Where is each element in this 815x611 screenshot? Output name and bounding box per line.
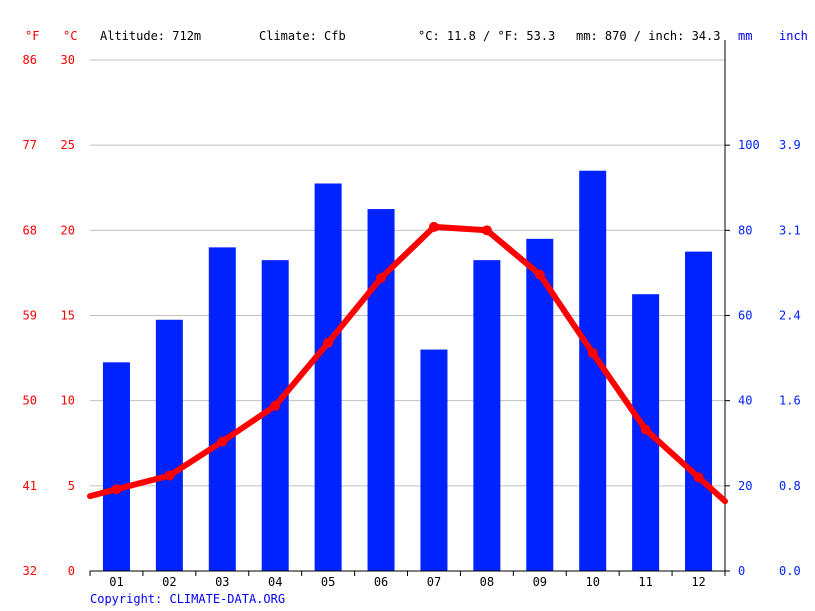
climate-label: Climate: Cfb (259, 29, 346, 43)
month-tick-label: 07 (427, 575, 441, 589)
temperature-line (87, 223, 728, 505)
fahrenheit-tick-label: 68 (23, 223, 37, 237)
inch-tick-label: 3.1 (779, 223, 801, 237)
altitude-label: Altitude: 712m (100, 29, 202, 43)
inch-tick-label: 3.9 (779, 138, 801, 152)
fahrenheit-tick-label: 86 (23, 53, 37, 67)
annual-precipitation-label: mm: 870 / inch: 34.3 (576, 29, 721, 43)
temperature-point (587, 347, 598, 358)
fahrenheit-tick-label: 41 (23, 479, 37, 493)
month-tick-label: 03 (215, 575, 229, 589)
fahrenheit-tick-label: 50 (23, 394, 37, 408)
celsius-tick-label: 15 (61, 309, 75, 323)
inch-tick-label: 0.8 (779, 479, 801, 493)
temperature-point (270, 400, 281, 411)
fahrenheit-unit-label: °F (25, 29, 40, 43)
temperature-point (323, 337, 334, 348)
precipitation-bar (685, 251, 713, 571)
celsius-unit-label: °C (63, 29, 78, 43)
temperature-point (693, 472, 704, 483)
temperature-point (481, 225, 492, 236)
temperature-point (640, 424, 651, 435)
month-tick-label: 09 (533, 575, 547, 589)
precipitation-bar (473, 260, 501, 571)
precipitation-bar (420, 349, 448, 571)
month-tick-label: 08 (480, 575, 494, 589)
month-tick-label: 04 (268, 575, 282, 589)
month-tick-label: 01 (109, 575, 123, 589)
average-temperature-label: °C: 11.8 / °F: 53.3 (418, 29, 556, 43)
precipitation-bar (314, 183, 342, 571)
mm-tick-label: 20 (738, 479, 752, 493)
celsius-tick-label: 10 (61, 394, 75, 408)
celsius-tick-label: 30 (61, 53, 75, 67)
temperature-point (217, 436, 228, 447)
mm-unit-label: mm (738, 29, 753, 43)
temperature-point (111, 484, 122, 495)
inch-unit-label: inch (779, 29, 808, 43)
celsius-tick-label: 20 (61, 223, 75, 237)
month-tick-label: 06 (374, 575, 388, 589)
fahrenheit-tick-label: 32 (23, 564, 37, 578)
celsius-tick-label: 5 (68, 479, 75, 493)
precipitation-bar (102, 362, 130, 571)
precipitation-bar (367, 209, 395, 571)
celsius-tick-label: 25 (61, 138, 75, 152)
mm-tick-label: 100 (738, 138, 760, 152)
precipitation-bar (526, 238, 554, 571)
temperature-point (376, 273, 387, 284)
precipitation-bar (155, 319, 183, 571)
mm-tick-label: 80 (738, 223, 752, 237)
mm-tick-label: 60 (738, 309, 752, 323)
month-tick-label: 12 (691, 575, 705, 589)
celsius-tick-label: 0 (68, 564, 75, 578)
temperature-point (164, 470, 175, 481)
mm-tick-label: 40 (738, 394, 752, 408)
inch-tick-label: 1.6 (779, 394, 801, 408)
inch-tick-label: 2.4 (779, 309, 801, 323)
month-tick-label: 10 (585, 575, 599, 589)
temperature-point (534, 269, 545, 280)
mm-tick-label: 0 (738, 564, 745, 578)
month-tick-label: 05 (321, 575, 335, 589)
fahrenheit-tick-label: 59 (23, 309, 37, 323)
copyright-link[interactable]: Copyright: CLIMATE-DATA.ORG (90, 592, 286, 606)
month-tick-label: 11 (638, 575, 652, 589)
month-tick-label: 02 (162, 575, 176, 589)
inch-tick-label: 0.0 (779, 564, 801, 578)
fahrenheit-tick-label: 77 (23, 138, 37, 152)
precipitation-bar (261, 260, 289, 571)
precipitation-bar (208, 247, 236, 571)
temperature-point (428, 221, 439, 232)
